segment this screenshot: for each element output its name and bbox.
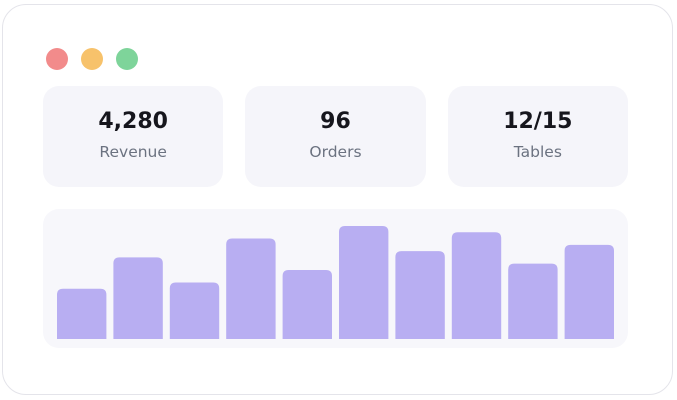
stat-label: Tables bbox=[513, 142, 562, 161]
bar-chart bbox=[57, 226, 614, 339]
chart-bar bbox=[226, 238, 276, 339]
stat-value: 12/15 bbox=[503, 108, 573, 134]
chart-bar bbox=[113, 257, 163, 339]
zoom-button[interactable] bbox=[116, 48, 138, 70]
stat-value: 4,280 bbox=[98, 108, 168, 134]
chart-bar bbox=[339, 226, 389, 339]
chart-bar bbox=[451, 232, 502, 339]
minimize-button[interactable] bbox=[81, 48, 103, 70]
close-button[interactable] bbox=[46, 48, 68, 70]
stat-card-orders: 96 Orders bbox=[245, 86, 426, 187]
chart-bar bbox=[169, 282, 220, 339]
chart-bar bbox=[564, 244, 614, 339]
chart-bar bbox=[282, 269, 332, 339]
bar-chart-panel bbox=[43, 209, 628, 348]
stats-row: 4,280 Revenue 96 Orders 12/15 Tables bbox=[43, 86, 628, 187]
stat-value: 96 bbox=[320, 108, 351, 134]
chart-bar bbox=[57, 288, 107, 339]
chart-bar bbox=[508, 263, 558, 339]
window-controls bbox=[46, 48, 138, 70]
chart-bar bbox=[395, 251, 445, 339]
stat-label: Revenue bbox=[99, 142, 167, 161]
stat-label: Orders bbox=[309, 142, 362, 161]
stat-card-revenue: 4,280 Revenue bbox=[43, 86, 224, 187]
stat-card-tables: 12/15 Tables bbox=[447, 86, 628, 187]
